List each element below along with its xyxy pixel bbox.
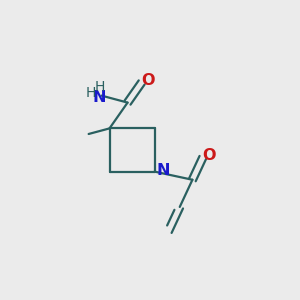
Text: H: H	[94, 80, 105, 94]
Text: N: N	[156, 163, 170, 178]
Text: O: O	[202, 148, 216, 164]
Text: H: H	[85, 86, 96, 100]
Text: N: N	[92, 90, 106, 105]
Text: O: O	[141, 74, 154, 88]
